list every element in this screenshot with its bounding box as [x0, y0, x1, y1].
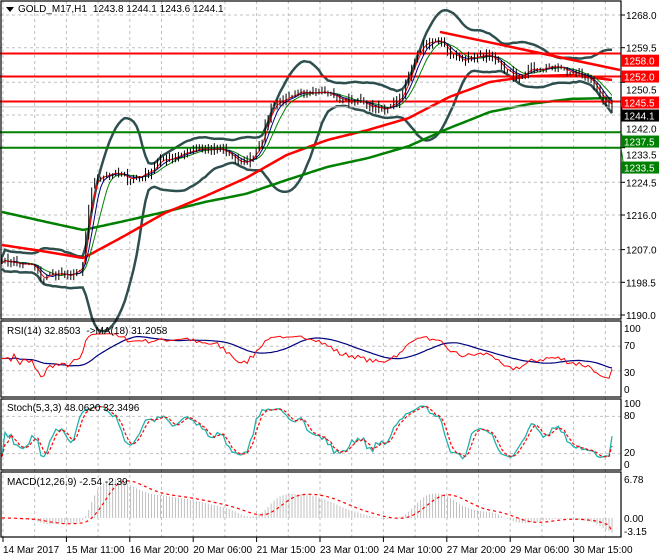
level-price-tag-label: 1252.0	[624, 73, 655, 84]
macd-tick-label: 0.00	[624, 514, 644, 525]
current-price-tag-label: 1244.1	[624, 112, 655, 123]
price-tick-label: 1242.0	[626, 125, 657, 136]
rsi-tick-label: 100	[624, 324, 641, 335]
current-price-tag	[621, 109, 659, 122]
level-price-tag	[621, 54, 659, 67]
stoch-tick-label: 0	[624, 460, 630, 471]
stoch-tick-label: 80	[624, 411, 636, 422]
macd-label: MACD(12,26,9) -2.54 -2.39	[7, 477, 128, 488]
macd-signal-line	[2, 480, 613, 532]
rsi-line	[2, 333, 613, 379]
trendline	[439, 30, 621, 72]
price-tick-label: 1216.0	[626, 211, 657, 222]
panel-frame	[0, 471, 622, 538]
symbol-label: GOLD_M17,H1	[18, 4, 87, 15]
panel-frame	[0, 0, 622, 320]
macd-tick-label: 6.78	[624, 475, 644, 486]
price-tick-label: 1224.5	[626, 178, 657, 189]
level-price-tag	[621, 135, 659, 148]
axes: 1268.0 1259.5 1258.0 1252.0 1250.5 1245.5 1244…	[2, 11, 659, 556]
price-tick-label: 1190.0	[626, 311, 656, 322]
level-price-tag	[621, 96, 659, 109]
stoch-signal-line	[1, 405, 613, 458]
panel-frame	[0, 320, 622, 398]
time-tick-label: 30 Mar 15:00	[574, 545, 633, 556]
price-tick-label: 1268.0	[626, 11, 657, 22]
macd-tick-label: -3.15	[624, 527, 647, 538]
time-tick-label: 21 Mar 15:00	[257, 545, 316, 556]
time-tick-label: 23 Mar 01:00	[320, 545, 379, 556]
macd-panel[interactable]	[2, 479, 613, 533]
rsi-tick-label: 70	[624, 341, 636, 352]
panel-frames	[0, 0, 622, 538]
level-price-tag-label: 1245.5	[624, 99, 655, 110]
price-tick-label: 1250.5	[626, 86, 657, 97]
price-tick-label: 1233.5	[626, 151, 657, 162]
stoch-label: Stoch(5,3,3) 48.0620 32.3496	[7, 403, 140, 414]
time-tick-label: 15 Mar 11:00	[66, 545, 125, 556]
panel-frame	[0, 398, 622, 471]
price-panel[interactable]	[0, 8, 621, 333]
price-tick-label: 1207.0	[626, 246, 657, 257]
time-tick-label: 29 Mar 06:00	[510, 545, 569, 556]
collapse-triangle-icon[interactable]	[6, 7, 14, 12]
time-tick-label: 20 Mar 06:00	[193, 545, 252, 556]
rsi-panel[interactable]	[2, 333, 613, 379]
rsi-label: RSI(14) 32.8503	[7, 326, 81, 337]
level-price-tag-label: 1233.5	[624, 164, 655, 175]
bollinger-upper	[0, 8, 612, 258]
time-tick-label: 16 Mar 20:00	[130, 545, 189, 556]
level-price-tag-label: 1237.5	[624, 138, 655, 149]
rsi-ma-line	[2, 336, 613, 369]
rsi-tick-label: 0	[624, 385, 630, 396]
price-tick-label: 1259.5	[626, 44, 657, 55]
ma-green-long	[1, 96, 612, 232]
level-price-tag-label: 1258.0	[624, 57, 655, 68]
time-tick-label: 24 Mar 10:00	[383, 545, 442, 556]
level-price-tag	[621, 70, 659, 83]
level-price-tag	[621, 161, 659, 174]
ohlc-label: 1243.8 1244.1 1243.6 1244.1	[93, 4, 224, 15]
stoch-tick-label: 20	[624, 448, 636, 459]
rsi-tick-label: 30	[624, 368, 636, 379]
rsi-ma-label: ->MA(18) 31.2058	[86, 326, 167, 337]
time-tick-label: 27 Mar 20:00	[447, 545, 506, 556]
stoch-tick-label: 100	[624, 399, 641, 410]
price-tick-label: 1198.5	[626, 278, 656, 289]
time-tick-label: 14 Mar 2017	[3, 545, 60, 556]
stoch-panel[interactable]	[1, 405, 613, 460]
grid	[0, 1, 621, 537]
